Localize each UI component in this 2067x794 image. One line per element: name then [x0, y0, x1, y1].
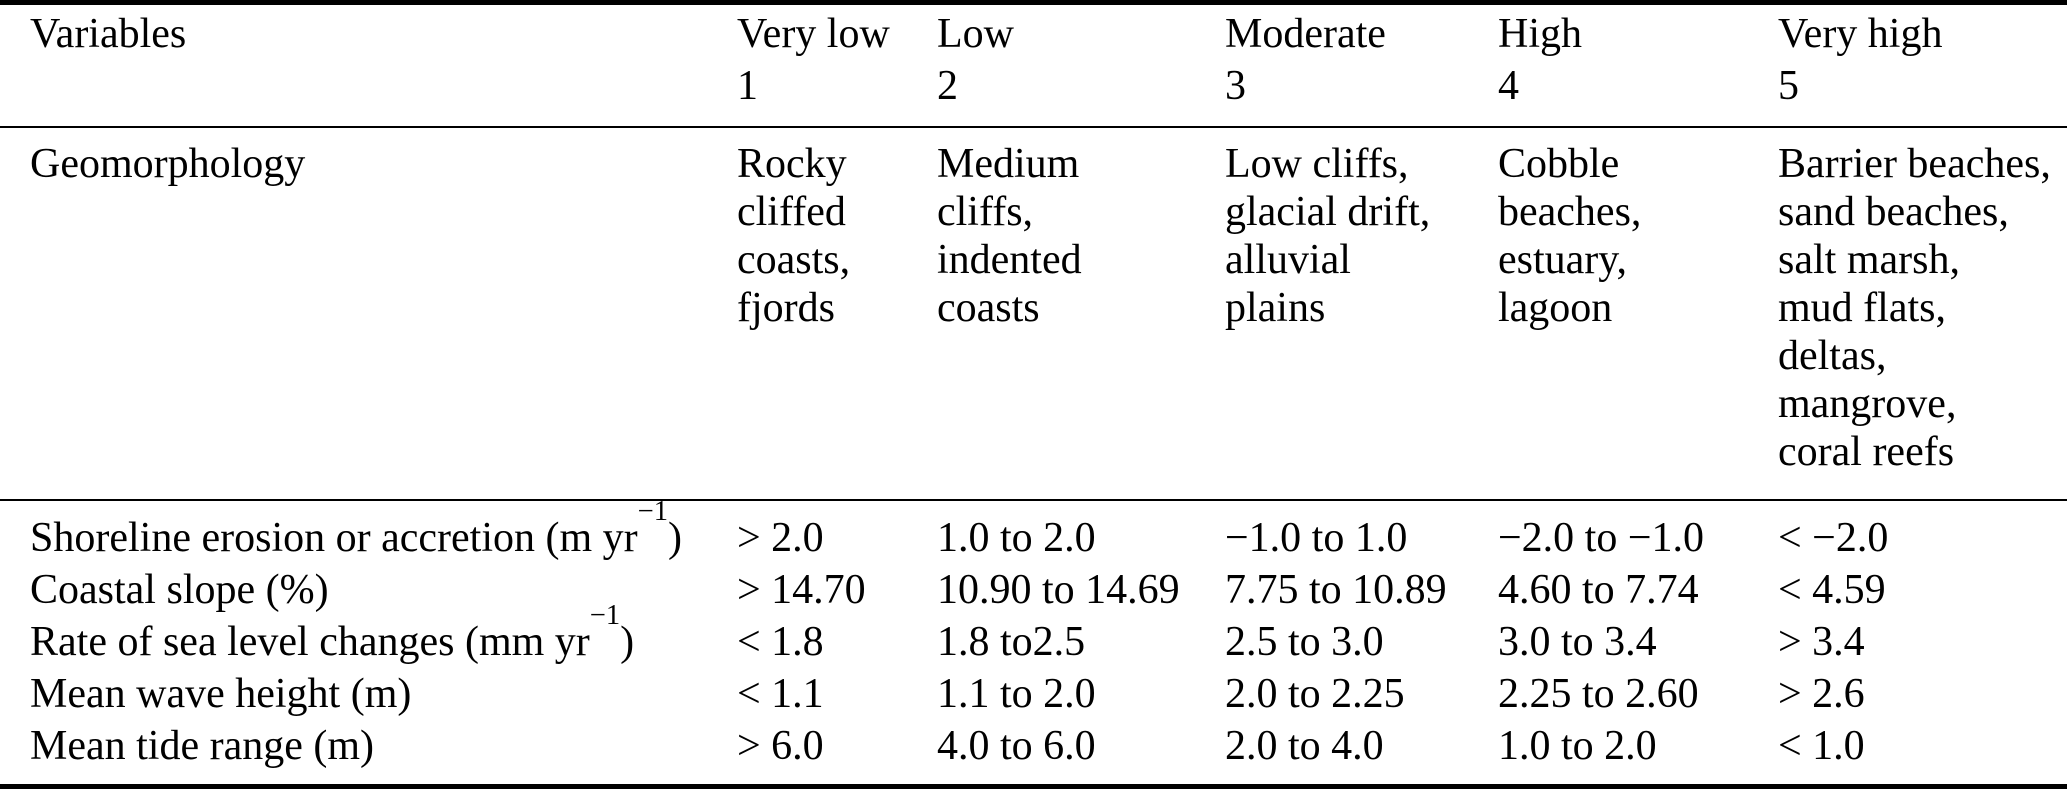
value-cell: < 1.1	[737, 671, 824, 717]
value-cell: > 2.6	[1778, 671, 1865, 717]
table-top-rule	[0, 0, 2067, 5]
value-cell: 1.0 to 2.0	[937, 515, 1096, 561]
table-row-mean-tide-range: Mean tide range (m) > 6.0 4.0 to 6.0 2.0…	[0, 720, 2067, 772]
header-level-score: 1	[737, 63, 758, 109]
value-cell: > 2.0	[737, 515, 824, 561]
value-cell: 7.75 to 10.89	[1225, 567, 1447, 613]
table-bottom-rule	[0, 784, 2067, 789]
value-cell: 1.8 to2.5	[937, 619, 1086, 665]
header-level-label: High	[1498, 11, 1582, 57]
row-label-shoreline-erosion: Shoreline erosion or accretion (m yr−1)	[30, 496, 683, 561]
value-cell: > 6.0	[737, 723, 824, 769]
header-level-moderate: Moderate 3	[1225, 8, 1498, 112]
header-level-very-low: Very low 1	[737, 8, 937, 112]
value-cell: < −2.0	[1778, 515, 1889, 561]
value-cell: 4.60 to 7.74	[1498, 567, 1699, 613]
table-row-geomorphology: Geomorphology Rocky cliffed coasts, fjor…	[0, 140, 2067, 476]
value-cell: 2.25 to 2.60	[1498, 671, 1699, 717]
header-level-very-high: Very high 5	[1778, 8, 2067, 112]
value-cell: < 4.59	[1778, 567, 1886, 613]
value-cell: −1.0 to 1.0	[1225, 515, 1408, 561]
header-level-high: High 4	[1498, 8, 1778, 112]
value-cell: > 3.4	[1778, 619, 1865, 665]
value-cell: 10.90 to 14.69	[937, 567, 1180, 613]
row-label-coastal-slope: Coastal slope (%)	[30, 567, 329, 613]
value-cell: 2.5 to 3.0	[1225, 619, 1384, 665]
table-row-coastal-slope: Coastal slope (%) > 14.70 10.90 to 14.69…	[0, 564, 2067, 616]
header-level-score: 4	[1498, 63, 1519, 109]
header-variables-label: Variables	[30, 11, 187, 57]
row-label-mean-wave-height: Mean wave height (m)	[30, 671, 412, 717]
value-cell: 1.1 to 2.0	[937, 671, 1096, 717]
header-level-label: Moderate	[1225, 11, 1386, 57]
value-cell: 2.0 to 4.0	[1225, 723, 1384, 769]
row-label-geomorphology: Geomorphology	[30, 141, 306, 187]
geomorphology-cell-low: Medium cliffs, indented coasts	[937, 141, 1082, 331]
row-label-mean-tide-range: Mean tide range (m)	[30, 723, 375, 769]
value-cell: < 1.0	[1778, 723, 1865, 769]
header-level-score: 2	[937, 63, 958, 109]
geomorphology-cell-very-high: Barrier beaches, sand beaches, salt mars…	[1778, 141, 2051, 475]
table-header-rule	[0, 126, 2067, 128]
table-row-mean-wave-height: Mean wave height (m) < 1.1 1.1 to 2.0 2.…	[0, 668, 2067, 720]
table-row-sea-level-change: Rate of sea level changes (mm yr−1) < 1.…	[0, 600, 2067, 668]
table-row-shoreline-erosion: Shoreline erosion or accretion (m yr−1) …	[0, 496, 2067, 564]
exponent: −1	[637, 496, 669, 528]
table-mid-rule	[0, 499, 2067, 501]
header-level-score: 5	[1778, 63, 1799, 109]
header-level-low: Low 2	[937, 8, 1225, 112]
geomorphology-cell-moderate: Low cliffs, glacial drift, alluvial plai…	[1225, 141, 1431, 331]
header-level-label: Very high	[1778, 11, 1943, 57]
value-cell: 1.0 to 2.0	[1498, 723, 1657, 769]
value-cell: < 1.8	[737, 619, 824, 665]
geomorphology-cell-very-low: Rocky cliffed coasts, fjords	[737, 141, 851, 331]
value-cell: 2.0 to 2.25	[1225, 671, 1405, 717]
exponent: −1	[589, 600, 621, 632]
header-variables: Variables	[30, 8, 737, 60]
value-cell: 4.0 to 6.0	[937, 723, 1096, 769]
geomorphology-cell-high: Cobble beaches, estuary, lagoon	[1498, 141, 1642, 331]
value-cell: 3.0 to 3.4	[1498, 619, 1657, 665]
table-header-row: Variables Very low 1 Low 2 Moderate 3 Hi…	[0, 8, 2067, 112]
header-level-label: Very low	[737, 11, 890, 57]
header-level-score: 3	[1225, 63, 1246, 109]
row-label-sea-level-change: Rate of sea level changes (mm yr−1)	[30, 600, 635, 665]
header-level-label: Low	[937, 11, 1014, 57]
value-cell: > 14.70	[737, 567, 866, 613]
value-cell: −2.0 to −1.0	[1498, 515, 1705, 561]
